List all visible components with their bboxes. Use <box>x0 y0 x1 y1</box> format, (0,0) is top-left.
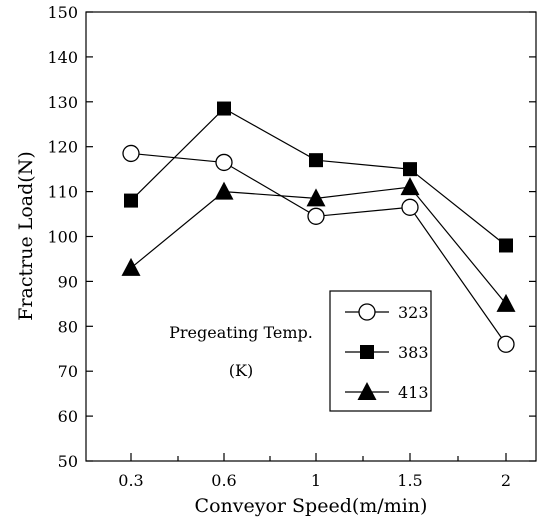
legend-item-383: 383 <box>345 343 429 362</box>
series-413-point-marker <box>496 293 516 312</box>
series-413-point-marker <box>306 188 326 207</box>
legend-383-marker <box>360 345 374 359</box>
series-323 <box>122 144 515 353</box>
x-tick-label: 0.6 <box>211 471 236 490</box>
series-413-point-marker <box>400 177 420 196</box>
series-383 <box>124 101 513 253</box>
series-383-point-marker <box>403 162 417 177</box>
y-tick-label: 60 <box>58 407 78 426</box>
y-tick-label: 90 <box>58 272 78 291</box>
series-323-point-marker <box>215 153 233 172</box>
x-tick-label: 1 <box>311 471 321 490</box>
series-323-point-marker <box>497 335 515 353</box>
legend-item-413: 413 <box>345 382 429 402</box>
x-tick-label: 0.3 <box>118 471 143 490</box>
series-323-point-marker <box>401 198 419 216</box>
series-323-line <box>130 152 507 345</box>
legend-box <box>329 290 432 412</box>
annotation-line-2: (K) <box>229 361 253 380</box>
series-323-point-marker <box>122 144 140 163</box>
y-tick-label: 80 <box>58 317 78 336</box>
legend-item-323: 323 <box>345 303 429 322</box>
series-383-point-marker <box>499 238 513 253</box>
series-383-point-marker <box>309 153 323 168</box>
y-axis-title: Fractrue Load(N) <box>15 151 37 320</box>
annotation-line-1: Pregeating Temp. <box>169 323 313 342</box>
series-383-point-marker <box>217 101 231 116</box>
plot-frame <box>85 11 537 462</box>
y-tick-label: 70 <box>58 362 78 381</box>
legend-label: 383 <box>398 343 429 362</box>
y-tick-label: 50 <box>58 452 78 471</box>
series-383-line <box>130 107 507 246</box>
x-axis: 0.3 0.6 1 1.5 2 <box>118 453 511 490</box>
x-tick-label: 1.5 <box>397 471 422 490</box>
y-tick-label: 140 <box>47 48 78 67</box>
y-axis: 50 60 70 80 90 100 110 120 130 140 150 <box>47 3 536 471</box>
x-tick-label: 2 <box>501 471 511 490</box>
series-413-point-marker <box>214 181 234 200</box>
series-413-point-marker <box>121 257 141 276</box>
legend-323-marker <box>358 303 376 321</box>
legend-413-marker <box>357 382 377 400</box>
series-383-point-marker <box>124 193 138 208</box>
y-tick-label: 100 <box>47 228 78 247</box>
legend-label: 413 <box>398 383 429 402</box>
y-tick-label: 130 <box>47 93 78 112</box>
legend: 323 383 413 <box>329 290 432 412</box>
series-323-point-marker <box>307 207 325 225</box>
y-tick-label: 110 <box>47 183 78 202</box>
x-axis-title: Conveyor Speed(m/min) <box>195 495 428 517</box>
legend-label: 323 <box>398 303 429 322</box>
series-layer <box>121 101 516 353</box>
y-tick-label: 120 <box>47 138 78 157</box>
y-tick-label: 150 <box>47 3 78 22</box>
series-413 <box>121 177 516 312</box>
